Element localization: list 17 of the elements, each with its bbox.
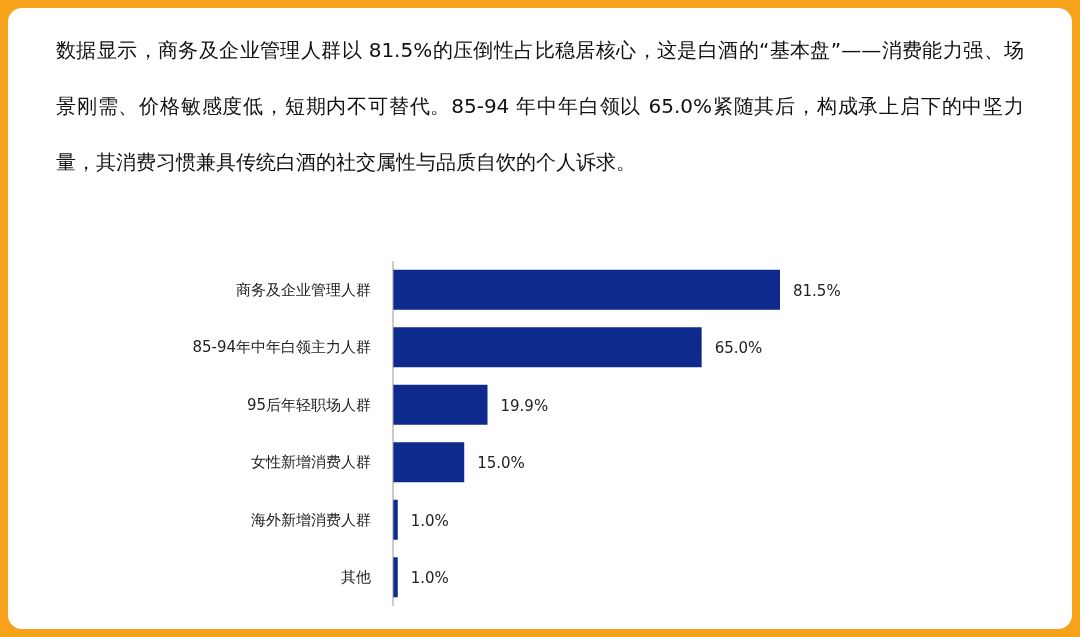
chart-title: 数据显示，商务及企业管理人群以 81.5%的压倒性占比稳居核心，这是白酒的“基本盘”——消费能力强、场景刚需、价格敏感度低，短期内不可替代。85-94 年中年白领以 65.0%紧随其后，构成承上启下的中坚力量，其消费习惯兼具传统白酒的社交属性与品质自饮的个人诉求。 bbox=[56, 38, 1024, 174]
data-label: 65.0% bbox=[714, 339, 763, 358]
data-label: 15.0% bbox=[477, 454, 525, 473]
data-label: 1.0% bbox=[410, 511, 449, 530]
y-tick-label: 85-94年中年白领主力人群 bbox=[192, 338, 371, 357]
data-label: 81.5% bbox=[793, 281, 841, 300]
y-tick-label: 其他 bbox=[341, 568, 371, 587]
bar bbox=[393, 269, 780, 310]
bar bbox=[393, 384, 488, 425]
data-label: 19.9% bbox=[500, 396, 549, 415]
y-tick-label: 海外新增消费人群 bbox=[251, 510, 371, 529]
data-label: 1.0% bbox=[410, 569, 449, 588]
y-tick-label: 女性新增消费人群 bbox=[251, 453, 371, 472]
bar bbox=[393, 442, 465, 483]
y-tick-label: 95后年轻职场人群 bbox=[246, 395, 371, 414]
bar bbox=[393, 327, 702, 368]
y-tick-label: 商务及企业管理人群 bbox=[236, 280, 371, 299]
